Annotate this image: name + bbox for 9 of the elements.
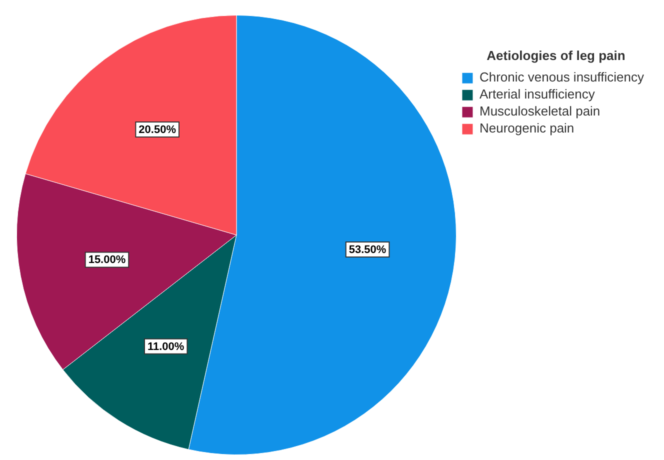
legend-label: Arterial insufficiency — [479, 86, 596, 102]
legend-label: Chronic venous insufficiency — [479, 70, 644, 85]
legend-label: Neurogenic pain — [479, 120, 574, 136]
data-label: 15.00% — [88, 254, 126, 266]
legend-label: Musculoskeletal pain — [479, 104, 600, 119]
data-label: 20.50% — [138, 124, 176, 136]
legend-title: Aetiologies of leg pain — [486, 48, 626, 64]
data-label: 53.50% — [348, 244, 386, 256]
data-label: 11.00% — [147, 340, 184, 353]
